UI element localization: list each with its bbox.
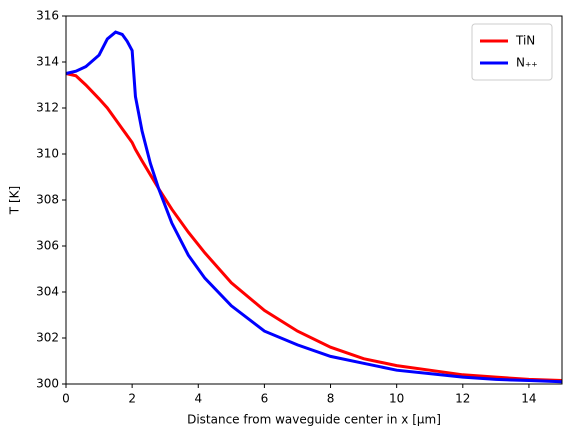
- line-series: [65, 72, 563, 383]
- legend-label: N₊₊: [516, 56, 538, 70]
- x-tick-label: 8: [327, 392, 335, 406]
- y-tick-label: 316: [36, 9, 59, 23]
- y-tick-label: 306: [36, 239, 59, 253]
- y-tick-label: 304: [36, 285, 59, 299]
- x-tick-label: 6: [261, 392, 269, 406]
- y-tick-label: 310: [36, 147, 59, 161]
- x-axis-label: Distance from waveguide center in x [µm]: [187, 413, 441, 427]
- x-tick-label: 2: [128, 392, 136, 406]
- legend-label: TiN: [515, 34, 535, 48]
- legend-box: [471, 23, 553, 81]
- y-tick-label: 314: [36, 55, 59, 69]
- plot-frame: [65, 15, 563, 385]
- x-tick-label: 4: [194, 392, 202, 406]
- x-tick-label: 14: [521, 392, 536, 406]
- x-tick-label: 10: [389, 392, 404, 406]
- y-tick-label: 302: [36, 331, 59, 345]
- line-series: [65, 30, 563, 384]
- y-tick-label: 300: [36, 377, 59, 391]
- x-tick-label: 12: [455, 392, 470, 406]
- y-axis-label: T [K]: [8, 186, 22, 215]
- y-tick-label: 312: [36, 101, 59, 115]
- x-tick-label: 0: [62, 392, 70, 406]
- y-tick-label: 308: [36, 193, 59, 207]
